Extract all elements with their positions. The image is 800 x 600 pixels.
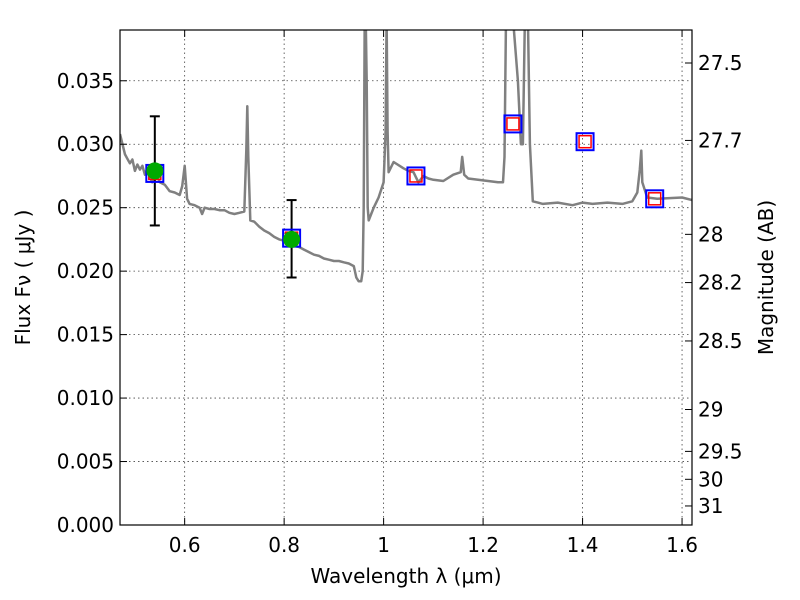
observed-point bbox=[146, 162, 164, 180]
y-tick-label: 0.005 bbox=[57, 450, 114, 474]
y-tick-label: 0.030 bbox=[57, 132, 114, 156]
right-tick-label: 28.5 bbox=[698, 329, 743, 353]
right-tick-label: 27.5 bbox=[698, 51, 743, 75]
model-photometry-inner bbox=[506, 117, 520, 131]
y-tick-label: 0.000 bbox=[57, 513, 114, 537]
model-photometry-square bbox=[575, 132, 595, 152]
x-tick-label: 1.4 bbox=[567, 533, 599, 557]
x-tick-label: 0.8 bbox=[268, 533, 300, 557]
right-tick-label: 28.2 bbox=[698, 271, 743, 295]
model-photometry-square bbox=[503, 114, 523, 134]
right-tick-label: 30 bbox=[698, 467, 723, 491]
model-photometry-inner bbox=[647, 192, 662, 206]
right-tick-label: 29 bbox=[698, 398, 723, 422]
x-tick-label: 0.6 bbox=[169, 533, 201, 557]
plot-frame bbox=[119, 29, 693, 526]
y-axis-title: Flux Fν ( μJy ) bbox=[11, 210, 35, 346]
model-spectrum-line bbox=[120, 30, 692, 283]
spectrum-layer bbox=[120, 30, 692, 283]
x-tick-label: 1.6 bbox=[666, 533, 698, 557]
grid-lines bbox=[120, 30, 692, 526]
model-photometry-inner bbox=[578, 134, 592, 149]
x-tick-label: 1.2 bbox=[467, 533, 499, 557]
right-tick-label: 27.7 bbox=[698, 128, 743, 152]
tick-labels: 0.6 0.8 1 1.2 1.4 1.6 0.000 0.005 0.010 0.015 0.02… bbox=[57, 51, 743, 557]
model-photometry-square bbox=[406, 166, 426, 186]
x-axis-title: Wavelength λ (μm) bbox=[310, 564, 501, 588]
y-tick-label: 0.015 bbox=[57, 323, 114, 347]
y-tick-label: 0.010 bbox=[57, 386, 114, 410]
photometry-layer bbox=[145, 114, 665, 279]
right-tick-label: 28 bbox=[698, 222, 723, 246]
model-photometry-inner bbox=[409, 169, 423, 183]
y-tick-label: 0.020 bbox=[57, 259, 114, 283]
y-tick-label: 0.025 bbox=[57, 196, 114, 220]
right-tick-label: 29.5 bbox=[698, 439, 743, 463]
model-photometry-square bbox=[645, 189, 665, 209]
y-tick-label: 0.035 bbox=[57, 69, 114, 93]
right-tick-label: 31 bbox=[698, 494, 723, 518]
right-axis-title: Magnitude (AB) bbox=[754, 200, 778, 355]
tick-marks bbox=[120, 30, 692, 526]
observed-point bbox=[283, 230, 301, 248]
x-tick-label: 1 bbox=[377, 533, 390, 557]
